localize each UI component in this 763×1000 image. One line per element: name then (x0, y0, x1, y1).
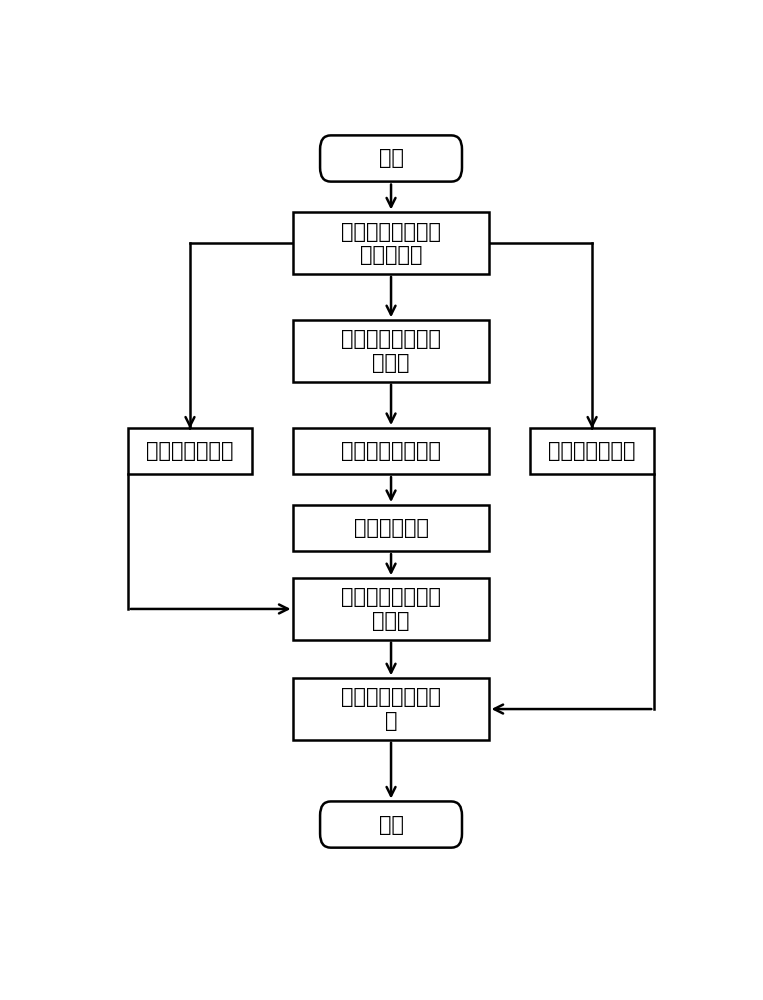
Bar (294, 678, 488, 740)
FancyBboxPatch shape (320, 801, 462, 848)
Text: 结束: 结束 (378, 815, 404, 835)
Bar (530, 428, 654, 474)
Text: 纯惯性导航解算: 纯惯性导航解算 (146, 441, 233, 461)
Bar (128, 428, 252, 474)
Bar (294, 212, 488, 274)
Text: 开始: 开始 (378, 148, 404, 168)
Text: 里程计推位计算: 里程计推位计算 (549, 441, 636, 461)
Text: 里程计标定参数计
算: 里程计标定参数计 算 (341, 687, 441, 731)
Text: 纯惯性导航解算位
置修正: 纯惯性导航解算位 置修正 (341, 587, 441, 631)
Bar (294, 505, 488, 551)
Text: 定位误差推算: 定位误差推算 (353, 518, 429, 538)
Text: 速度误差曲线拟合: 速度误差曲线拟合 (341, 441, 441, 461)
Bar (294, 578, 488, 640)
Text: 设备上电对准，记
录初始位置: 设备上电对准，记 录初始位置 (341, 222, 441, 265)
Text: 停车记录纯惯性速
度误差: 停车记录纯惯性速 度误差 (341, 329, 441, 373)
FancyBboxPatch shape (320, 135, 462, 182)
Bar (294, 428, 488, 474)
Bar (294, 320, 488, 382)
